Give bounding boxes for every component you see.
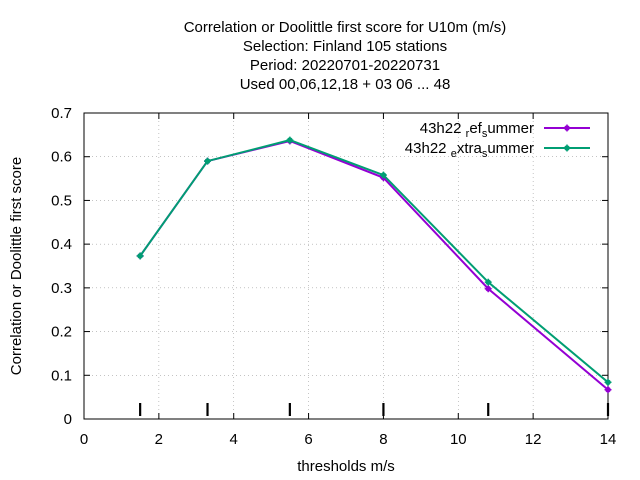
legend-entry-1: 43h22 refsummer [420,120,590,140]
threshold-markers [139,403,610,416]
legend-label-part: s [482,128,488,140]
legend-label-part: 43h22 [420,120,466,137]
legend-label-part: ef [469,120,482,137]
axis-ticks: 0 2 4 6 8 10 12 14 0 0.1 0.2 0.3 0.4 0.5 0.6 0.7 [51,105,616,448]
data-point [379,171,387,179]
y-tick-label: 0.4 [51,236,72,253]
x-tick-label: 12 [525,431,542,448]
series [136,136,612,394]
title-line-3: Period: 20220701-20220731 [250,57,440,74]
x-tick-label: 2 [155,431,163,448]
legend-label: 43h22 extrasummer [405,140,534,160]
grid [84,113,608,419]
chart-title: Correlation or Doolittle first score for… [184,19,507,93]
data-point [604,386,612,394]
series-line-1 [139,139,609,391]
y-tick-label: 0.1 [51,367,72,384]
y-tick-label: 0.7 [51,105,72,122]
y-tick-label: 0.3 [51,280,72,297]
legend-label-part: r [466,128,470,140]
legend-entry-2: 43h22 extrasummer [405,140,590,160]
title-line-1: Correlation or Doolittle first score for… [184,19,507,36]
legend-label-part: e [451,148,457,160]
y-tick-label: 0 [64,411,72,428]
legend-label-part: ummer [487,120,534,137]
data-point [136,252,144,260]
y-axis-title: Correlation or Doolittle first score [8,157,25,375]
legend-label-part: s [482,148,488,160]
legend-label-part: ummer [487,140,534,157]
title-line-4: Used 00,06,12,18 + 03 06 ... 48 [240,76,451,93]
plot-border [83,112,609,420]
data-point [286,136,294,144]
x-axis-title: thresholds m/s [297,458,395,475]
x-tick-label: 14 [600,431,617,448]
series-line-2 [139,139,609,384]
title-line-2: Selection: Finland 105 stations [243,38,447,55]
x-tick-label: 10 [450,431,467,448]
y-tick-label: 0.5 [51,192,72,209]
x-tick-label: 0 [80,431,88,448]
x-tick-label: 6 [304,431,312,448]
data-point [604,378,612,386]
x-tick-label: 4 [230,431,238,448]
y-tick-label: 0.2 [51,324,72,341]
data-point [484,278,492,286]
legend-label-part: 43h22 [405,140,451,157]
legend-label-part: xtra [457,140,483,157]
legend-label: 43h22 refsummer [420,120,534,140]
x-tick-label: 8 [379,431,387,448]
y-tick-label: 0.6 [51,149,72,166]
data-point [484,285,492,293]
data-point [204,157,212,165]
